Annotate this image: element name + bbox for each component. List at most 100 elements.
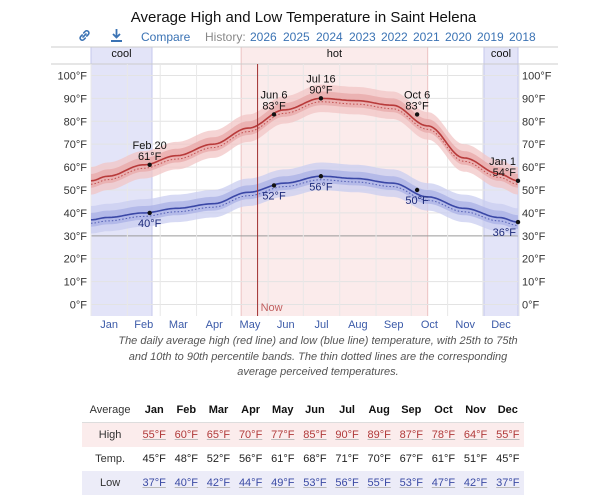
table-cell[interactable]: 90°F [335,429,359,441]
table-cell: 67°F [399,453,423,465]
history-year-2022[interactable]: 2022 [381,30,408,44]
history-year-2021[interactable]: 2021 [413,30,440,44]
annotation-point [414,187,420,193]
y-tick-label-right: 70°F [522,139,546,151]
table-cell[interactable]: 87°F [399,429,423,441]
annotation-value: 54°F [493,167,517,179]
season-label: cool [491,48,511,60]
table-cell[interactable]: 40°F [174,477,199,489]
y-tick-label-right: 80°F [522,116,546,128]
table-cell: 61°F [271,453,295,465]
y-tick-label-right: 60°F [522,162,546,174]
table-cell[interactable]: 77°F [271,429,295,441]
table-cell[interactable]: 53°F [303,477,327,489]
table-header-row: Average Jan Feb Mar Apr May Jun Jul Aug Sep Oct No… [82,398,524,423]
table-cell: 56°F [238,453,263,465]
x-tick-label: Mar [169,319,188,331]
y-tick-label-left: 0°F [70,300,88,312]
table-cell[interactable]: 37°F [142,477,166,489]
table-cell[interactable]: 37°F [496,477,520,489]
table-month-header: May [266,398,299,423]
table-month-header: Jul [330,398,364,423]
y-tick-label-right: 40°F [522,208,546,220]
annotation-point [271,183,277,188]
now-label: Now [261,302,283,314]
y-tick-label-right: 90°F [522,93,546,105]
annotation-point [271,112,277,117]
table-cell[interactable]: 89°F [367,429,391,441]
annotation-point [147,210,152,216]
x-tick-label: Sep [384,319,404,331]
y-tick-label-left: 80°F [64,116,88,128]
table-cell[interactable]: 56°F [335,477,359,489]
table-cell[interactable]: 85°F [303,429,327,441]
link-icon[interactable] [78,29,91,46]
table-row-low: Low 37°F 40°F 42°F 44°F 49°F 53°F 56°F 55°F 53°F 4… [82,471,524,495]
x-tick-label: Jul [314,319,328,331]
table-cell[interactable]: 53°F [399,477,423,489]
y-tick-label-right: 10°F [522,277,546,289]
table-cell[interactable]: 78°F [431,429,456,441]
x-tick-label: Jun [277,319,295,331]
season-label: cool [111,48,131,60]
y-tick-label-left: 90°F [64,93,88,105]
history-year-2023[interactable]: 2023 [349,30,376,44]
y-tick-label-left: 70°F [64,139,88,151]
table-cell[interactable]: 49°F [271,477,295,489]
table-cell[interactable]: 44°F [238,477,263,489]
table-month-header: Sep [395,398,428,423]
x-tick-label: Jan [100,319,118,331]
history-year-2024[interactable]: 2024 [316,30,343,44]
download-icon[interactable] [110,28,123,46]
table-row-temp: Temp. 45°F 48°F 52°F 56°F 61°F 68°F 71°F 70°F 67°… [82,447,524,471]
y-tick-label-left: 10°F [64,277,88,289]
y-tick-label-left: 60°F [64,162,88,174]
history-year-2019[interactable]: 2019 [477,30,504,44]
x-tick-label: Aug [348,319,368,331]
y-tick-label-left: 40°F [64,208,88,220]
table-cell[interactable]: 60°F [174,429,199,441]
season-label: hot [327,48,342,60]
series-line-low [90,175,519,223]
history-year-2018[interactable]: 2018 [509,30,536,44]
table-cell[interactable]: 64°F [463,429,488,441]
history-year-2020[interactable]: 2020 [445,30,472,44]
y-tick-label-right: 100°F [522,70,552,82]
table-row-label: Temp. [95,453,126,465]
toolbar: Compare History: 2026 2025 2024 2023 202… [0,28,607,48]
history-year-2026[interactable]: 2026 [250,30,277,44]
table-month-header: Feb [170,398,203,423]
annotation-value: 50°F [405,195,429,207]
monthly-summary-table: Average Jan Feb Mar Apr May Jun Jul Aug Sep Oct No… [82,398,524,495]
annotation-value: 52°F [262,190,286,202]
table-cell[interactable]: 42°F [463,477,488,489]
annotation-point [515,219,521,225]
table-cell[interactable]: 42°F [206,477,231,489]
table-cell: 45°F [496,453,520,465]
compare-link[interactable]: Compare [141,30,191,44]
y-tick-label-left: 20°F [64,254,88,266]
chart-title: Average High and Low Temperature in Sain… [130,9,477,26]
table-cell[interactable]: 70°F [238,429,263,441]
y-tick-label-left: 100°F [58,70,88,82]
table-cell[interactable]: 47°F [431,477,456,489]
y-tick-label-right: 50°F [522,185,546,197]
annotation-point [515,178,521,184]
annotation-value: 90°F [309,84,333,96]
table-month-header: Mar [202,398,235,423]
history-year-2025[interactable]: 2025 [283,30,310,44]
annotation-date: Feb 20 [133,140,167,152]
table-cell[interactable]: 55°F [142,429,166,441]
table-cell: 52°F [206,453,231,465]
band-10-90-low [91,162,518,236]
x-tick-label: Nov [455,319,475,331]
annotation-point [147,162,152,167]
annotation-value: 83°F [405,100,429,112]
y-tick-label-left: 50°F [64,185,88,197]
table-cell[interactable]: 55°F [367,477,391,489]
x-tick-label: Dec [491,319,511,331]
table-cell[interactable]: 65°F [206,429,231,441]
table-cell: 71°F [335,453,359,465]
annotation-date: Jan 1 [489,156,516,168]
table-cell[interactable]: 55°F [496,429,520,441]
